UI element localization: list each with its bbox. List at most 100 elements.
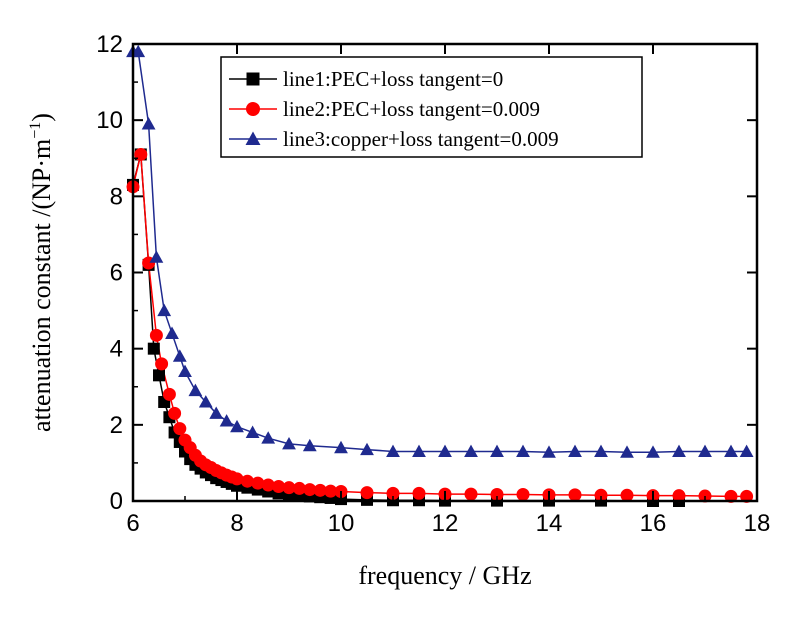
data-point-triangle bbox=[188, 383, 203, 397]
y-tick-label: 8 bbox=[110, 183, 123, 210]
y-tick-label: 6 bbox=[110, 260, 123, 287]
y-tick-label: 0 bbox=[110, 488, 123, 515]
legend-entry: line3:copper+loss tangent=0.009 bbox=[229, 127, 559, 151]
y-tick-label: 12 bbox=[96, 31, 123, 58]
data-point-triangle bbox=[386, 444, 400, 458]
data-point-circle bbox=[620, 488, 634, 502]
data-point-triangle bbox=[646, 445, 660, 458]
data-point-triangle bbox=[464, 444, 478, 458]
data-point-circle bbox=[149, 328, 163, 342]
x-tick-label: 12 bbox=[432, 510, 459, 537]
series-line-2 bbox=[132, 154, 747, 498]
data-point-circle bbox=[490, 488, 504, 502]
data-point-circle bbox=[282, 481, 296, 495]
data-point-triangle bbox=[490, 444, 504, 458]
data-point-circle bbox=[246, 102, 260, 116]
data-point-circle bbox=[386, 486, 400, 500]
data-point-triangle bbox=[620, 445, 634, 458]
data-point-circle bbox=[464, 487, 478, 501]
data-point-triangle bbox=[739, 444, 754, 458]
data-point-triangle bbox=[141, 117, 156, 130]
series-markers-2 bbox=[126, 147, 754, 503]
data-point-circle bbox=[272, 480, 286, 494]
data-point-triangle bbox=[131, 44, 146, 58]
x-tick-label: 6 bbox=[126, 510, 139, 537]
data-point-circle bbox=[168, 406, 182, 420]
data-point-circle bbox=[230, 472, 244, 486]
legend-entry: line2:PEC+loss tangent=0.009 bbox=[229, 97, 540, 121]
data-point-triangle bbox=[157, 303, 172, 317]
x-tick-label: 14 bbox=[536, 510, 563, 537]
y-axis-title-sup: −1 bbox=[27, 122, 44, 139]
legend-entry: line1:PEC+loss tangent=0 bbox=[229, 67, 503, 91]
axis-ticks: 6 8 10 12 14 16 18 0 2 4 6 8 10 12 bbox=[96, 31, 770, 537]
data-point-circle bbox=[740, 489, 754, 503]
y-axis-title-close: ) bbox=[27, 113, 56, 122]
data-point-triangle bbox=[334, 440, 348, 454]
data-point-triangle bbox=[672, 444, 686, 458]
x-axis-title: frequency / GHz bbox=[358, 561, 531, 590]
data-point-triangle bbox=[438, 444, 452, 458]
y-tick-label: 4 bbox=[110, 336, 123, 363]
data-point-circle bbox=[324, 484, 338, 498]
data-point-triangle bbox=[542, 445, 556, 458]
data-point-triangle bbox=[724, 444, 738, 458]
data-point-triangle bbox=[302, 438, 317, 452]
legend-box bbox=[220, 56, 643, 158]
data-point-triangle bbox=[360, 442, 374, 456]
data-point-circle bbox=[162, 387, 176, 401]
y-axis-title-main: attenuation constant /(NP·m bbox=[27, 139, 56, 432]
data-point-triangle bbox=[698, 444, 712, 458]
y-tick-label: 2 bbox=[110, 412, 123, 439]
plot-markers bbox=[126, 44, 754, 507]
data-point-circle bbox=[155, 357, 169, 371]
x-tick-label: 18 bbox=[744, 510, 771, 537]
data-point-triangle bbox=[245, 131, 261, 145]
data-point-circle bbox=[251, 476, 265, 490]
data-point-circle bbox=[261, 478, 275, 492]
data-point-triangle bbox=[178, 364, 192, 378]
x-tick-label: 16 bbox=[640, 510, 667, 537]
data-point-triangle bbox=[568, 444, 582, 458]
data-point-triangle bbox=[198, 395, 213, 408]
data-point-triangle bbox=[172, 349, 187, 362]
y-tick-label: 10 bbox=[96, 107, 123, 134]
data-point-circle bbox=[724, 489, 738, 503]
legend-label: line1:PEC+loss tangent=0 bbox=[283, 67, 503, 91]
data-point-triangle bbox=[245, 425, 260, 438]
data-point-circle bbox=[594, 488, 608, 502]
data-point-circle bbox=[313, 483, 327, 497]
data-point-circle bbox=[360, 486, 374, 500]
data-point-circle bbox=[412, 486, 426, 500]
series-markers-3 bbox=[126, 44, 754, 458]
data-point-triangle bbox=[282, 436, 296, 450]
legend-label: line2:PEC+loss tangent=0.009 bbox=[283, 97, 540, 121]
data-point-triangle bbox=[516, 444, 530, 458]
data-point-triangle bbox=[594, 444, 608, 458]
series-line-1 bbox=[132, 154, 679, 502]
data-point-square bbox=[246, 72, 260, 86]
data-point-circle bbox=[672, 489, 686, 503]
data-point-triangle bbox=[165, 326, 179, 339]
series-line-3 bbox=[133, 50, 747, 454]
data-point-circle bbox=[516, 488, 530, 502]
legend-label: line3:copper+loss tangent=0.009 bbox=[283, 127, 559, 151]
data-point-circle bbox=[173, 422, 187, 436]
data-point-circle bbox=[568, 488, 582, 502]
data-point-triangle bbox=[230, 419, 244, 433]
data-point-circle bbox=[303, 483, 317, 497]
y-axis-title: attenuation constant /(NP·m−1) bbox=[27, 113, 56, 432]
data-point-triangle bbox=[209, 406, 224, 419]
data-point-square bbox=[147, 342, 160, 355]
data-point-circle bbox=[292, 481, 306, 495]
data-point-triangle bbox=[412, 444, 426, 458]
data-point-triangle bbox=[149, 250, 164, 263]
data-point-triangle bbox=[219, 414, 234, 427]
legend: line1:PEC+loss tangent=0 line2:PEC+loss t… bbox=[220, 56, 643, 158]
x-tick-label: 8 bbox=[230, 510, 243, 537]
x-tick-label: 10 bbox=[328, 510, 355, 537]
data-point-circle bbox=[240, 474, 254, 488]
data-point-triangle bbox=[261, 431, 276, 444]
